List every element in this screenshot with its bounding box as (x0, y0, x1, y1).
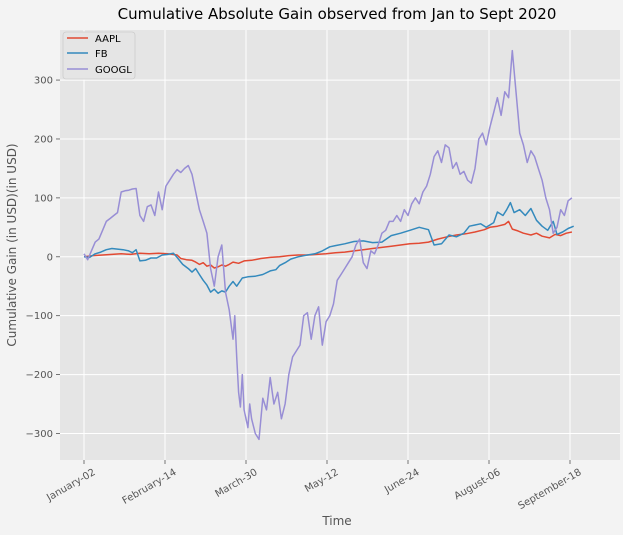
x-tick-label: June-24 (382, 467, 421, 496)
series-line-googl (83, 49, 573, 441)
legend-box (62, 31, 136, 80)
y-tick-label: 0 (47, 252, 53, 263)
x-axis-title: Time (321, 514, 351, 528)
legend-label-fb: FB (95, 49, 108, 60)
x-tick-label: August-06 (453, 467, 503, 502)
grid (60, 30, 620, 460)
series-lines (83, 49, 574, 441)
legend-label-aapl: AAPL (95, 34, 121, 45)
y-tick-label: −300 (26, 429, 53, 440)
y-tick-label: 200 (34, 134, 53, 145)
series-line-fb (83, 201, 574, 295)
x-tick-label: January-02 (44, 467, 97, 504)
y-tick-label: 100 (34, 193, 53, 204)
legend: AAPL FB GOOGL (62, 31, 136, 80)
x-tick-label: May-12 (303, 467, 340, 495)
x-tick-label: March-30 (213, 467, 259, 500)
x-axis-ticks: January-02 February-14 March-30 May-12 June-… (44, 460, 584, 512)
y-tick-label: −100 (26, 311, 53, 322)
x-tick-label: February-14 (121, 467, 179, 507)
y-axis-ticks: −300 −200 −100 0 100 200 300 (26, 76, 60, 440)
chart-title: Cumulative Absolute Gain observed from J… (118, 5, 557, 23)
legend-label-googl: GOOGL (95, 65, 132, 76)
y-tick-label: 300 (34, 76, 53, 87)
y-tick-label: −200 (26, 370, 53, 381)
y-axis-title: Cumulative Gain (in USD)(in USD) (5, 143, 19, 346)
x-tick-label: September-18 (517, 467, 584, 512)
